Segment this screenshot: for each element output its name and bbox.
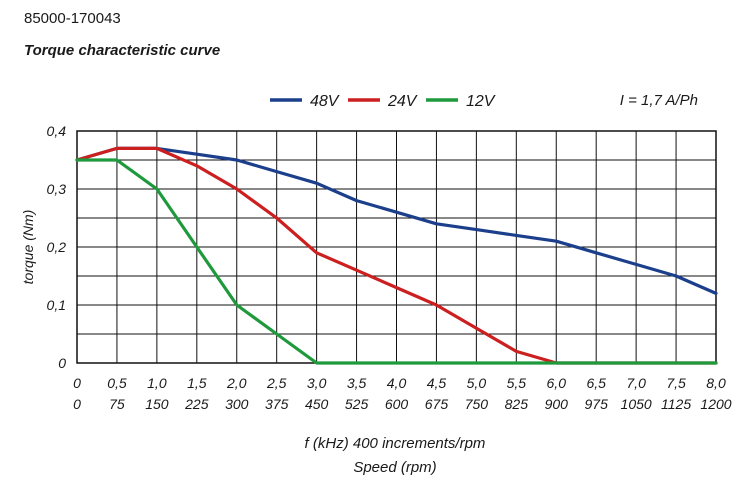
x-tick-label-rpm: 0	[73, 396, 81, 412]
x-tick-label-f: 8,0	[706, 375, 726, 391]
x-tick-label-rpm: 75	[109, 396, 125, 412]
x-tick-label-f: 1,5	[187, 375, 207, 391]
x-tick-label-f: 7,0	[626, 375, 646, 391]
x-tick-label-f: 4,5	[427, 375, 447, 391]
current-note: I = 1,7 A/Ph	[620, 92, 698, 109]
y-tick-label: 0,3	[47, 181, 67, 197]
x-tick-label-f: 0,5	[107, 375, 127, 391]
x-tick-label-f: 6,5	[586, 375, 606, 391]
x-tick-label-f: 7,5	[666, 375, 686, 391]
x-tick-label-rpm: 450	[305, 396, 329, 412]
x-tick-label-f: 3,0	[307, 375, 327, 391]
y-tick-label: 0,1	[47, 297, 66, 313]
legend-label-24v: 24V	[387, 93, 418, 110]
x-tick-label-rpm: 1200	[700, 396, 731, 412]
legend-label-12v: 12V	[466, 93, 496, 110]
x-tick-label-f: 6,0	[547, 375, 567, 391]
x-tick-label-rpm: 1050	[621, 396, 652, 412]
x-tick-label-f: 2,5	[266, 375, 287, 391]
x-tick-label-rpm: 225	[184, 396, 209, 412]
x-tick-label-rpm: 825	[505, 396, 529, 412]
legend-label-48v: 48V	[310, 93, 340, 110]
x-tick-label-rpm: 525	[345, 396, 369, 412]
y-axis-label: torque (Nm)	[20, 210, 36, 285]
x-tick-label-rpm: 975	[585, 396, 609, 412]
x-tick-label-rpm: 1125	[661, 396, 691, 412]
series-lines	[75, 146, 718, 365]
x-tick-labels: 0 0 0,5 75 1,0 150 1,5 225 2,0 300 2,5 375 3,0 450 3,5…	[73, 375, 732, 412]
legend: 48V 24V 12V	[270, 93, 496, 110]
x-tick-label-rpm: 750	[465, 396, 489, 412]
x-tick-label-f: 3,5	[347, 375, 367, 391]
y-tick-label: 0	[58, 355, 66, 371]
y-tick-label: 0,2	[47, 239, 67, 255]
x-tick-label-rpm: 900	[545, 396, 569, 412]
x-tick-label-rpm: 675	[425, 396, 449, 412]
x-tick-label-rpm: 300	[225, 396, 249, 412]
x-tick-label-rpm: 375	[265, 396, 289, 412]
grid	[76, 130, 717, 364]
series-line-24v	[75, 146, 718, 365]
chart-title: Torque characteristic curve	[24, 42, 221, 59]
part-number: 85000-170043	[24, 10, 121, 27]
x-tick-label-f: 2,0	[226, 375, 247, 391]
x-tick-label-f: 1,0	[147, 375, 167, 391]
x-tick-label-rpm: 150	[145, 396, 169, 412]
x-tick-label-f: 0	[73, 375, 81, 391]
x-tick-label-rpm: 600	[385, 396, 409, 412]
y-tick-label: 0,4	[47, 123, 67, 139]
series-line-48v	[75, 146, 718, 295]
x-axis-label: f (kHz) 400 increments/rpm	[305, 435, 486, 452]
series-line-12v	[75, 158, 718, 365]
x-tick-label-f: 4,0	[387, 375, 407, 391]
x-tick-label-f: 5,0	[467, 375, 487, 391]
x-axis-label-speed: Speed (rpm)	[353, 459, 436, 476]
x-tick-label-f: 5,5	[507, 375, 527, 391]
y-tick-labels: 0 0,1 0,2 0,3 0,4	[47, 123, 67, 371]
